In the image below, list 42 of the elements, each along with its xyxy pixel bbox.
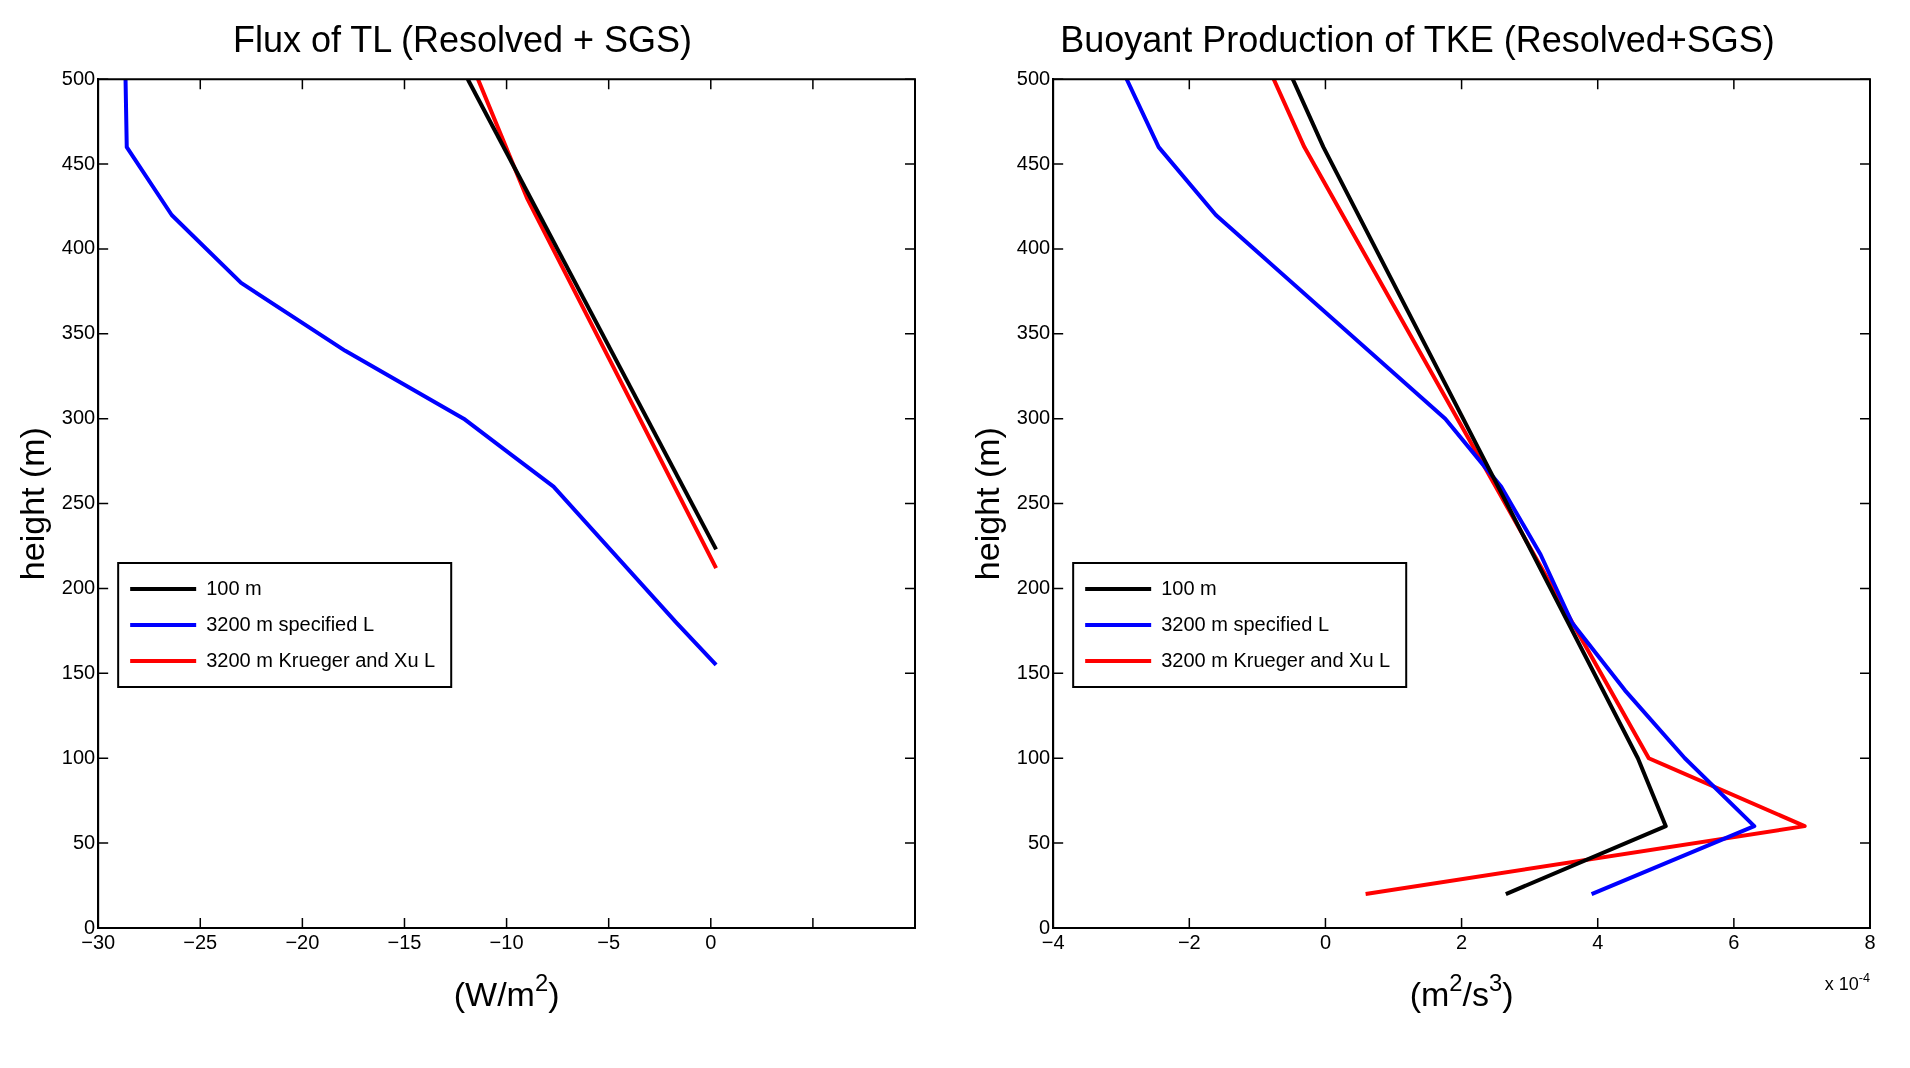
x-tick-label: 0 — [705, 930, 717, 953]
legend-label: 100 m — [206, 576, 262, 599]
y-tick-label: 400 — [61, 236, 96, 259]
y-tick-label: 450 — [1016, 151, 1051, 174]
y-tick-label: 350 — [61, 321, 96, 344]
y-tick-label: 300 — [1016, 406, 1051, 429]
x-tick-label: −25 — [183, 930, 218, 953]
y-tick-label: 100 — [61, 745, 96, 768]
y-tick-label: 50 — [1027, 830, 1051, 853]
y-tick-label: 500 — [61, 66, 96, 89]
x-tick-label: 4 — [1592, 930, 1604, 953]
y-tick-label: 100 — [1016, 745, 1051, 768]
legend-label: 3200 m specified L — [206, 612, 375, 635]
y-tick-label: 200 — [61, 576, 96, 598]
y-tick-label: 50 — [72, 830, 96, 853]
y-axis-title: height (m) — [12, 427, 51, 581]
y-tick-label: 250 — [1016, 491, 1051, 514]
y-tick-label: 350 — [1016, 321, 1051, 344]
y-tick-label: 150 — [1016, 660, 1051, 683]
y-tick-label: 400 — [1016, 236, 1051, 259]
legend-label: 3200 m Krueger and Xu L — [206, 648, 436, 671]
x-tick-label: −2 — [1177, 930, 1201, 953]
chart-title: Buoyant Production of TKE (Resolved+SGS) — [1060, 18, 1775, 60]
y-tick-label: 150 — [61, 660, 96, 683]
x-tick-label: 0 — [1319, 930, 1332, 953]
x-tick-label: 8 — [1864, 930, 1876, 953]
legend-label: 3200 m Krueger and Xu L — [1161, 648, 1391, 671]
legend-label: 3200 m specified L — [1161, 612, 1330, 635]
x-tick-label: −5 — [597, 930, 621, 953]
x-tick-label: 2 — [1456, 930, 1468, 953]
y-axis-title: height (m) — [967, 427, 1006, 581]
y-tick-label: 450 — [61, 151, 96, 174]
x-tick-label: −20 — [285, 930, 320, 953]
x-tick-label: 6 — [1728, 930, 1740, 953]
y-tick-label: 200 — [1016, 576, 1051, 598]
y-tick-label: 300 — [61, 406, 96, 429]
x-tick-label: −10 — [489, 930, 524, 953]
y-tick-label: 500 — [1016, 66, 1051, 89]
chart-title: Flux of TL (Resolved + SGS) — [232, 18, 693, 60]
legend-label: 100 m — [1161, 576, 1217, 599]
y-tick-label: 250 — [61, 491, 96, 514]
x-tick-label: −15 — [387, 930, 422, 953]
